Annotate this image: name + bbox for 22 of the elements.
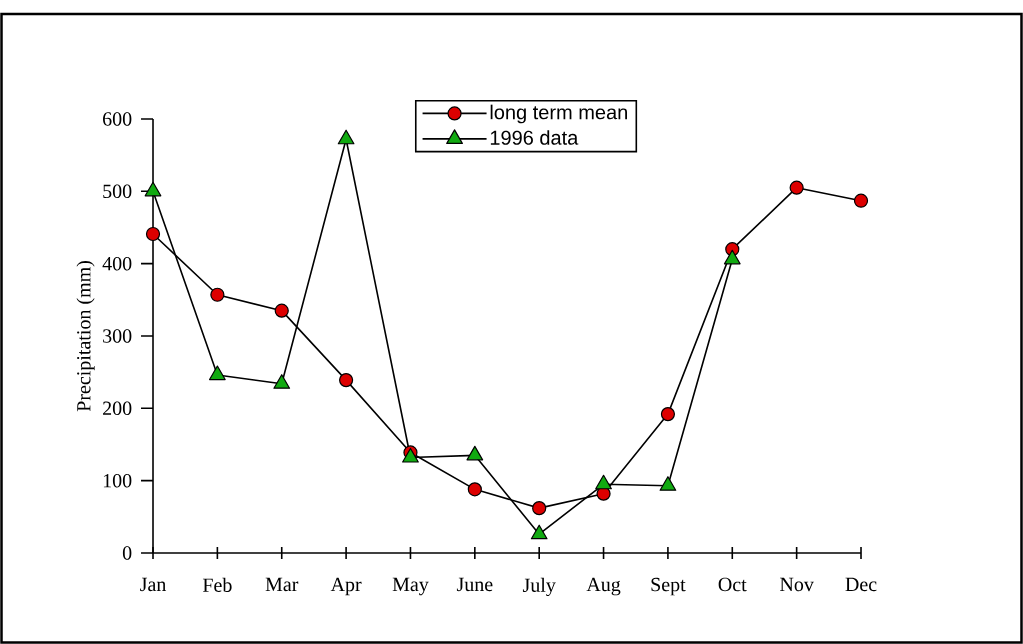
x-tick-label: Jan [140,577,167,592]
y-tick-label: 600 [103,112,132,126]
y-tick-label: 100 [103,473,132,488]
x-tick-label: May [392,577,429,596]
x-tick-label: Mar [265,577,299,592]
x-tick-label: Dec [845,577,877,592]
x-tick-label: Feb [202,577,232,592]
y-tick-label: 200 [103,401,132,416]
x-tick-label: Aug [586,577,621,596]
x-tick-label: July [522,577,556,597]
y-tick-label: 400 [102,256,132,271]
y-tick-label: 500 [103,184,132,199]
x-tick-label: Apr [330,577,362,596]
legend-label: long term mean [490,104,627,124]
x-tick-label: Nov [780,577,814,592]
y-axis-title: Precipitation (mm) [76,261,95,412]
x-tick-label: June [456,577,493,592]
x-tick-label: Sept [651,577,686,596]
y-tick-label: 300 [103,329,132,343]
y-tick-label: 0 [122,546,132,560]
legend-label: 1996 data [490,130,579,145]
x-tick-label: Oct [718,577,747,592]
